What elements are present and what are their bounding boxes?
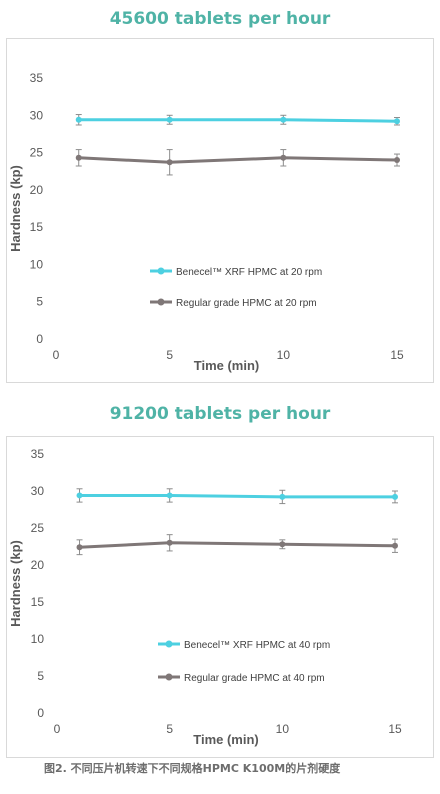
x-tick-label: 0 (54, 722, 61, 736)
legend-label: Regular grade HPMC at 20 rpm (176, 298, 317, 309)
chart-title-1: 45600 tablets per hour (109, 9, 331, 29)
series-line (78, 118, 398, 123)
data-point (392, 542, 398, 549)
legend-swatch-marker (165, 673, 173, 681)
y-tick-label: 30 (31, 484, 45, 498)
y-tick-label: 20 (30, 183, 44, 197)
y-tick-label: 5 (37, 669, 44, 683)
data-point (279, 493, 286, 500)
y-tick-label: 5 (36, 295, 43, 309)
data-point (76, 544, 83, 551)
x-tick-label: 15 (388, 722, 402, 736)
y-tick-label: 0 (37, 706, 44, 720)
data-point (166, 539, 173, 546)
x-tick-label: 15 (390, 348, 404, 362)
data-point (75, 116, 82, 123)
x-tick-label: 0 (53, 348, 60, 362)
legend-label: Benecel™ XRF HPMC at 40 rpm (184, 640, 330, 651)
x-tick-label: 5 (166, 348, 173, 362)
y-tick-label: 35 (31, 447, 45, 461)
series-line (78, 156, 398, 164)
data-point (279, 541, 286, 548)
data-point (392, 493, 398, 500)
x-axis-title: Time (min) (193, 732, 259, 747)
chart-panel-2 (6, 436, 434, 758)
data-point (76, 492, 83, 499)
chart-panel-1 (6, 38, 434, 383)
figure-caption: 图2. 不同压片机转速下不同规格HPMC K100M的片剂硬度 (44, 762, 341, 775)
x-tick-label: 10 (276, 722, 290, 736)
y-axis-title: Hardness (kp) (8, 165, 23, 252)
legend-label: Regular grade HPMC at 40 rpm (184, 673, 325, 684)
legend-swatch-marker (157, 267, 165, 275)
data-point (166, 159, 173, 166)
x-tick-label: 5 (166, 722, 173, 736)
chart-title-2: 91200 tablets per hour (109, 404, 331, 424)
y-tick-label: 30 (30, 108, 44, 122)
y-axis-title: Hardness (kp) (8, 540, 23, 627)
series-line (79, 541, 396, 549)
data-point (280, 154, 287, 161)
data-point (394, 118, 400, 125)
series-line (79, 493, 395, 499)
legend-swatch-marker (165, 640, 173, 648)
y-tick-label: 25 (31, 521, 45, 535)
data-point (75, 154, 82, 161)
y-tick-label: 15 (31, 595, 45, 609)
y-tick-label: 35 (30, 71, 44, 85)
y-tick-label: 10 (31, 632, 45, 646)
data-point (280, 116, 287, 123)
y-tick-label: 15 (30, 220, 44, 234)
y-tick-label: 25 (30, 146, 44, 160)
legend-swatch-marker (157, 298, 165, 306)
data-point (166, 116, 173, 123)
data-point (166, 492, 173, 499)
y-tick-label: 0 (36, 332, 43, 346)
data-point (394, 157, 400, 164)
y-tick-label: 10 (30, 257, 44, 271)
legend-label: Benecel™ XRF HPMC at 20 rpm (176, 267, 322, 278)
x-tick-label: 10 (277, 348, 291, 362)
x-axis-title: Time (min) (194, 358, 260, 373)
y-tick-label: 20 (31, 558, 45, 572)
